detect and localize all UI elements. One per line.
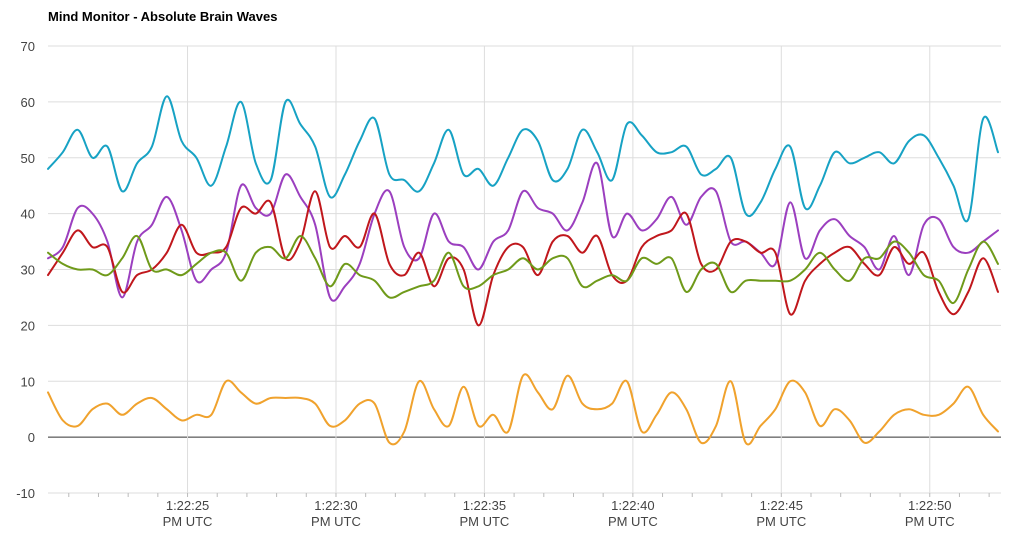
y-tick-label: 40	[21, 207, 35, 222]
y-tick-label: 60	[21, 95, 35, 110]
y-tick-label: -10	[16, 486, 35, 501]
x-tick-sublabel: PM UTC	[608, 514, 658, 529]
x-tick-sublabel: PM UTC	[756, 514, 806, 529]
x-tick-label: 1:22:30	[314, 498, 357, 513]
y-tick-label: 30	[21, 263, 35, 278]
y-tick-label: 20	[21, 318, 35, 333]
y-tick-label: 70	[21, 39, 35, 54]
x-tick-label: 1:22:45	[760, 498, 803, 513]
x-tick-label: 1:22:40	[611, 498, 654, 513]
x-tick-label: 1:22:25	[166, 498, 209, 513]
y-tick-label: 50	[21, 151, 35, 166]
x-tick-sublabel: PM UTC	[163, 514, 213, 529]
series-layer	[47, 95, 999, 446]
x-tick-label: 1:22:50	[908, 498, 951, 513]
y-tick-label: 10	[21, 374, 35, 389]
x-tick-label: 1:22:35	[463, 498, 506, 513]
series-line-green	[47, 234, 999, 304]
y-tick-label: 0	[28, 430, 35, 445]
x-tick-sublabel: PM UTC	[311, 514, 361, 529]
x-tick-sublabel: PM UTC	[459, 514, 509, 529]
x-tick-sublabel: PM UTC	[905, 514, 955, 529]
series-line-cyan	[47, 95, 999, 223]
series-line-orange	[47, 373, 999, 446]
grid-layer	[48, 45, 1001, 494]
series-line-purple	[47, 161, 999, 302]
chart-title: Mind Monitor - Absolute Brain Waves	[48, 9, 278, 24]
